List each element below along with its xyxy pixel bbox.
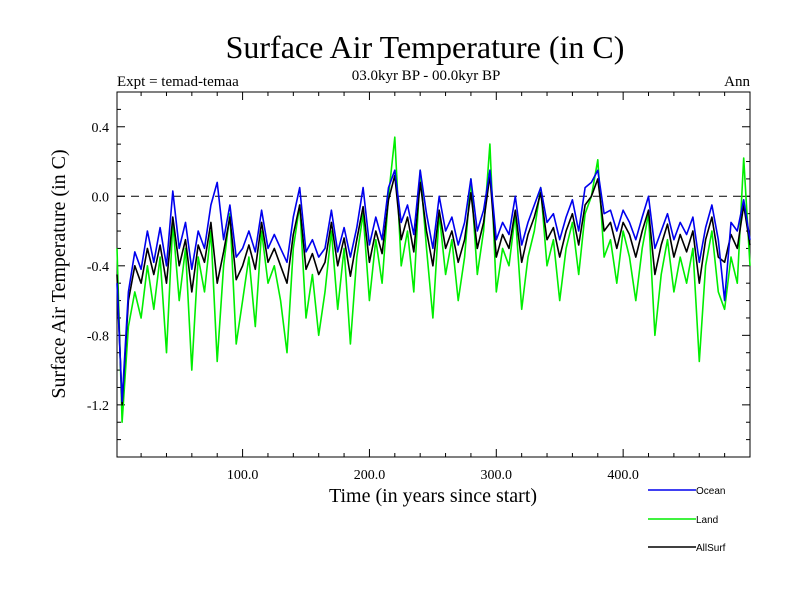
x-tick-label: 400.0 (607, 468, 639, 483)
experiment-label: Expt = temad-temaa (117, 74, 239, 90)
series-line-ocean (116, 169, 751, 403)
x-axis: 100.0 200.0 300.0 400.0 (140, 92, 751, 483)
x-axis-label: Time (in years since start) (329, 485, 537, 507)
chart-title: Surface Air Temperature (in C) (226, 29, 625, 65)
y-tick-label: 0.0 (92, 190, 110, 205)
series-line-allsurf (116, 174, 751, 406)
chart-subtitle: 03.0kyr BP - 00.0kyr BP (352, 68, 501, 84)
y-axis: -1.2 -0.8 -0.4 0.0 0.4 (87, 91, 750, 441)
legend-label-ocean: Ocean (696, 486, 725, 497)
y-tick-label: -1.2 (87, 399, 109, 414)
x-tick-label: 200.0 (354, 468, 386, 483)
y-tick-label: -0.4 (87, 260, 109, 275)
plot-area: -1.2 -0.8 -0.4 0.0 0.4 100.0 200.0 300.0 400.0 (87, 91, 751, 483)
y-axis-label: Surface Air Temperature (in C) (48, 149, 70, 398)
y-tick-label: -0.8 (87, 329, 109, 344)
x-tick-label: 300.0 (481, 468, 513, 483)
x-tick-label: 100.0 (227, 468, 259, 483)
season-label: Ann (724, 74, 750, 90)
legend-label-allsurf: AllSurf (696, 543, 726, 554)
y-tick-label: 0.4 (92, 121, 110, 136)
series-layer (116, 136, 751, 424)
legend-label-land: Land (696, 515, 718, 526)
legend: Ocean Land AllSurf (648, 486, 726, 554)
series-line-land (116, 136, 751, 424)
